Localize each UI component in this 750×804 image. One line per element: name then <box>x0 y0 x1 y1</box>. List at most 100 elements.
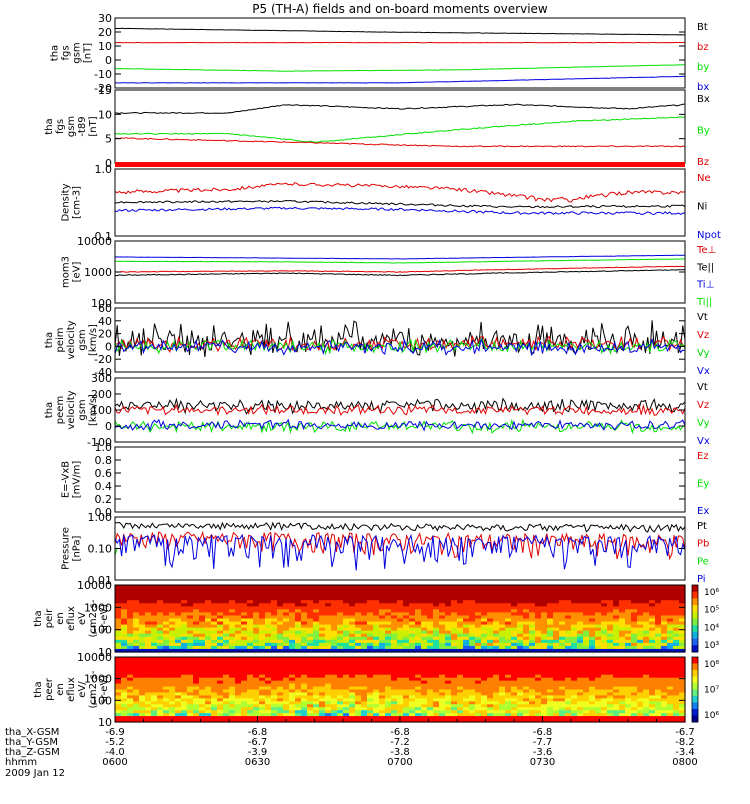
y-tick-label: 5 <box>105 133 112 146</box>
legend-entry: Bt <box>697 22 708 33</box>
y-axis-label-line: eV/ <box>77 681 88 698</box>
y-axis-label-line: [nT] <box>83 43 94 63</box>
legend-entry: Ex <box>697 506 709 517</box>
legend-entry: Pb <box>697 539 709 550</box>
y-tick-label: 60 <box>98 302 112 315</box>
y-tick-label: 0 <box>105 54 112 67</box>
y-tick-label: 10 <box>98 108 112 121</box>
y-axis-label: Pressure[nPa] <box>61 527 83 570</box>
legend-entry: Ey <box>697 479 709 490</box>
legend-entry: Vy <box>697 348 710 359</box>
y-axis-label-line: gsm <box>66 116 77 137</box>
series-line-Bz <box>115 138 685 147</box>
legend-entry: Vx <box>697 366 710 377</box>
legend-entry: Vt <box>697 382 708 393</box>
y-axis-label-line: Pressure <box>61 527 72 570</box>
y-tick-label: 0.8 <box>95 454 113 467</box>
legend-entry: Pi <box>697 574 706 585</box>
series-line-by <box>115 65 685 72</box>
colorbar-label: 10³ <box>704 641 719 651</box>
legend-entry: Bx <box>697 94 710 105</box>
y-axis-label-line: mom3 <box>61 256 72 288</box>
series-line-Bt <box>115 28 685 35</box>
legend-entry: Ti⊥ <box>696 280 714 291</box>
legend-entry: Pt <box>697 521 707 532</box>
legend-entry: Vz <box>697 400 709 411</box>
y-tick-label: 300 <box>91 372 112 385</box>
legend-entry: Ne <box>697 173 711 184</box>
y-tick-label: 10 <box>98 40 112 53</box>
panel-frame <box>115 90 685 163</box>
series-line-Ti|| <box>115 259 685 263</box>
y-axis-label-line: [nPa] <box>72 535 83 561</box>
y-axis-label-line: sr-eV) <box>99 604 110 633</box>
y-axis-label-line: gsm <box>72 42 83 63</box>
y-axis-label-line: tha <box>44 118 55 134</box>
figure-title: P5 (TH-A) fields and on-board moments ov… <box>252 2 548 16</box>
y-tick-label: 10000 <box>77 651 112 664</box>
colorbar-label: 10⁷ <box>704 686 719 696</box>
legend-entry: By <box>697 126 710 137</box>
y-axis-label-line: (cm2-s- <box>88 599 99 637</box>
date-label: 2009 Jan 12 <box>5 768 65 779</box>
colorbar-label: 10⁴ <box>704 623 719 633</box>
legend-entry: Te|| <box>696 262 714 273</box>
y-tick-label: 10000 <box>77 235 112 248</box>
y-axis-label-line: (cm2-s- <box>88 670 99 708</box>
y-tick-label: 15 <box>98 84 112 97</box>
legend-entry: by <box>697 62 709 73</box>
y-axis-label-line: tha <box>44 402 55 418</box>
legend-entry: Te⊥ <box>696 245 716 256</box>
y-axis-label-line: en <box>55 683 66 696</box>
y-axis-label-line: E=-VxB <box>61 461 72 498</box>
legend-entry: bz <box>697 42 709 53</box>
series-line-Ne <box>115 183 685 202</box>
series-line-Bx <box>115 104 685 113</box>
y-axis-label-line: tha <box>44 332 55 348</box>
y-axis-label-line: eflux <box>66 606 77 631</box>
y-tick-label: 0.2 <box>95 493 113 506</box>
y-tick-label: 0.10 <box>88 543 113 556</box>
y-tick-label: 0 <box>105 420 112 433</box>
y-axis-label: mom3[eV] <box>61 256 83 288</box>
y-axis-label: Density[cm-3] <box>61 183 83 221</box>
y-axis-label-line: peem <box>55 396 66 424</box>
y-axis-label-line: tha <box>50 45 61 61</box>
spectrogram-9 <box>115 657 686 723</box>
y-axis-label-line: fgs <box>55 119 66 134</box>
series-line-Te|| <box>115 270 685 276</box>
y-tick-label: 20 <box>98 26 112 39</box>
colorbar-label: 10⁶ <box>704 711 719 721</box>
legend-entry: Vt <box>697 312 708 323</box>
y-tick-label: 0 <box>105 340 112 353</box>
y-axis-label-line: [mV/m] <box>72 461 83 499</box>
y-tick-label: 0.4 <box>95 480 113 493</box>
series-line-Ni <box>115 201 685 208</box>
legend-entry: Pe <box>697 556 709 567</box>
y-axis-label-line: gsm <box>77 399 88 420</box>
series-line-Ti⊥ <box>115 255 685 259</box>
y-axis-label-line: velocity <box>66 390 77 429</box>
y-axis-label-line: en <box>55 612 66 625</box>
y-tick-label: 1.0 <box>95 441 113 454</box>
ephemeris-value: 0630 <box>245 757 270 768</box>
legend-entry: Ti|| <box>696 297 712 308</box>
panel-frame <box>115 378 685 442</box>
y-axis-label-line: [km/s] <box>88 324 99 356</box>
y-tick-label: 20 <box>98 328 112 341</box>
y-axis-label-line: tha <box>33 610 44 626</box>
legend-entry: bx <box>697 82 709 93</box>
series-line-Npot <box>115 207 685 214</box>
colorbar-label: 10⁶ <box>704 588 719 598</box>
